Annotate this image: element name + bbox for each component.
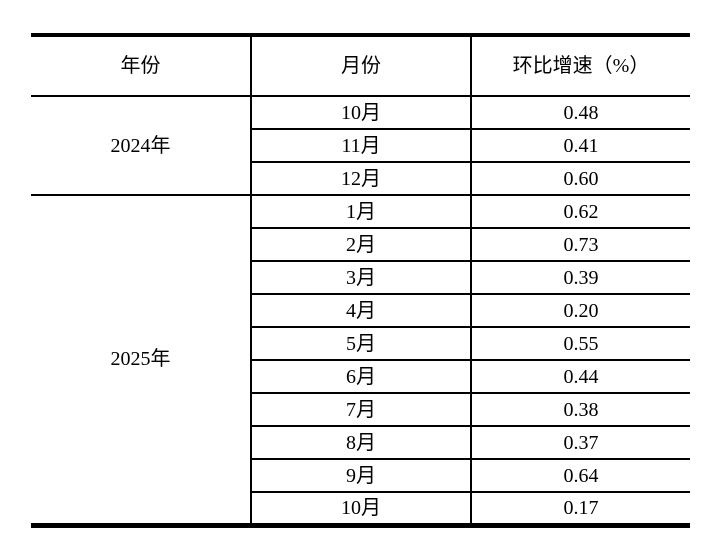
growth-value-cell: 0.48 xyxy=(471,95,690,129)
growth-value-cell: 0.55 xyxy=(471,326,690,360)
column-header-year: 年份 xyxy=(31,35,251,97)
growth-value-cell: 0.62 xyxy=(471,194,690,228)
table-row: 12月 0.60 xyxy=(31,161,690,195)
month-cell: 3月 xyxy=(250,260,472,294)
table-body: 2024年 10月 0.48 11月 0.41 12月 0.60 2025年 1月 0.62 2月 0… xyxy=(31,95,690,525)
table-row: 6月 0.44 xyxy=(31,359,690,393)
table-row: 10月 0.17 xyxy=(31,491,690,525)
growth-value-cell: 0.60 xyxy=(471,161,690,195)
column-header-month: 月份 xyxy=(250,35,472,97)
month-cell: 1月 xyxy=(250,194,472,228)
table-row: 4月 0.20 xyxy=(31,293,690,327)
table-row: 3月 0.39 xyxy=(31,260,690,294)
month-cell: 10月 xyxy=(250,95,472,129)
month-cell: 7月 xyxy=(250,392,472,426)
table-row: 2024年 10月 0.48 xyxy=(31,95,690,195)
growth-value-cell: 0.73 xyxy=(471,227,690,261)
month-cell: 9月 xyxy=(250,458,472,492)
growth-value-cell: 0.37 xyxy=(471,425,690,459)
column-header-growth-rate: 环比增速（%） xyxy=(471,35,690,97)
header-row: 年份 月份 环比增速（%） xyxy=(31,35,690,97)
growth-rate-table-container: 年份 月份 环比增速（%） 2024年 10月 0.48 11月 0.41 12月 0.60… xyxy=(31,33,690,528)
growth-value-cell: 0.17 xyxy=(471,491,690,525)
month-cell: 12月 xyxy=(250,161,472,195)
year-cell: 2025年 xyxy=(31,194,251,525)
month-cell: 11月 xyxy=(250,128,472,162)
table-row: 7月 0.38 xyxy=(31,392,690,426)
table-row: 2025年 1月 0.62 xyxy=(31,194,690,525)
month-cell: 2月 xyxy=(250,227,472,261)
growth-value-cell: 0.20 xyxy=(471,293,690,327)
month-cell: 10月 xyxy=(250,491,472,525)
growth-rate-table: 年份 月份 环比增速（%） 2024年 10月 0.48 11月 0.41 12月 0.60… xyxy=(31,33,690,528)
growth-value-cell: 0.41 xyxy=(471,128,690,162)
month-cell: 5月 xyxy=(250,326,472,360)
table-row: 8月 0.37 xyxy=(31,425,690,459)
month-cell: 6月 xyxy=(250,359,472,393)
growth-value-cell: 0.39 xyxy=(471,260,690,294)
month-cell: 8月 xyxy=(250,425,472,459)
month-cell: 4月 xyxy=(250,293,472,327)
year-cell: 2024年 xyxy=(31,95,251,195)
growth-value-cell: 0.38 xyxy=(471,392,690,426)
table-row: 5月 0.55 xyxy=(31,326,690,360)
table-row: 9月 0.64 xyxy=(31,458,690,492)
table-row: 2月 0.73 xyxy=(31,227,690,261)
table-row: 11月 0.41 xyxy=(31,128,690,162)
growth-value-cell: 0.44 xyxy=(471,359,690,393)
growth-value-cell: 0.64 xyxy=(471,458,690,492)
